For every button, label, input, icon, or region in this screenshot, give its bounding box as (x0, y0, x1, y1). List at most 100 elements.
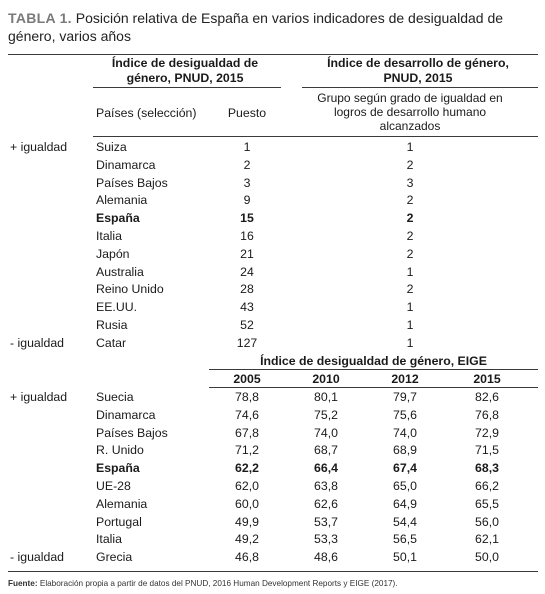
index-value: 78,8 (235, 390, 259, 404)
country-name: Rusia (96, 318, 128, 332)
index-value: 74,0 (314, 425, 338, 440)
country-name: UE-28 (96, 479, 131, 493)
group-value: 1 (406, 264, 414, 279)
source-note: Fuente: Elaboración propia a partir de d… (8, 578, 398, 589)
group-value: 2 (406, 211, 414, 226)
group-value: 2 (406, 157, 414, 172)
group-value: 2 (406, 246, 414, 261)
index-value: 53,3 (314, 532, 338, 547)
rank-value: 24 (240, 264, 254, 279)
col-header-rank: Puesto (227, 106, 267, 120)
index-value: 71,5 (475, 443, 499, 458)
country-name: R. Unido (96, 443, 144, 458)
country-name: Dinamarca (96, 157, 156, 172)
side-label: + igualdad (10, 140, 68, 154)
index-value: 67,4 (393, 461, 417, 476)
index-value: 56,0 (475, 514, 499, 529)
rank-value: 9 (243, 193, 251, 208)
header-eige: Índice de desigualdad de género, EIGE (260, 354, 487, 368)
country-name: Italia (96, 229, 122, 243)
index-value: 64,9 (393, 496, 417, 511)
rank-value: 127 (236, 335, 258, 350)
group-value: 2 (406, 229, 414, 243)
index-value: 74,0 (393, 425, 417, 440)
country-name: EE.UU. (96, 300, 137, 315)
index-value: 65,0 (393, 479, 417, 493)
rank-value: 16 (240, 229, 254, 243)
rank-value: 1 (243, 140, 251, 154)
index-value: 48,6 (314, 550, 338, 565)
col-header-group: Grupo según grado de igualdad en logros … (317, 91, 503, 133)
index-value: 71,2 (235, 443, 259, 458)
index-value: 72,9 (475, 425, 499, 440)
table-number: TABLA 1. (8, 10, 72, 26)
index-value: 53,7 (314, 514, 338, 529)
index-value: 66,4 (314, 461, 338, 476)
side-label: - igualdad (10, 550, 65, 565)
header-undp-gii: Índice de desigualdad de género, PNUD, 2… (111, 56, 259, 85)
rank-value: 15 (240, 211, 254, 226)
group-value: 1 (406, 318, 414, 332)
source-text: Elaboración propia a partir de datos del… (37, 579, 398, 588)
index-value: 46,8 (235, 550, 259, 565)
index-value: 62,2 (235, 461, 259, 476)
index-value: 74,6 (235, 407, 259, 422)
index-value: 68,7 (314, 443, 338, 458)
index-value: 50,1 (393, 550, 417, 565)
index-value: 49,2 (235, 532, 259, 547)
table-title: Posición relativa de España en varios in… (8, 10, 504, 44)
country-name: España (96, 461, 140, 476)
subheader-rule (93, 136, 538, 137)
rank-value: 3 (243, 175, 251, 190)
rank-value: 28 (240, 282, 254, 297)
side-label: + igualdad (10, 390, 68, 404)
eige-years-rule (209, 387, 538, 388)
index-value: 80,1 (314, 390, 338, 404)
country-name: Grecia (96, 550, 133, 565)
side-label: - igualdad (10, 335, 65, 350)
index-value: 68,9 (393, 443, 417, 458)
country-name: Suiza (96, 140, 127, 154)
rank-value: 21 (240, 246, 254, 261)
country-name: Japón (96, 246, 130, 261)
country-name: Reino Unido (96, 282, 164, 297)
country-name: Portugal (96, 514, 142, 529)
table-caption: TABLA 1. Posición relativa de España en … (8, 9, 538, 45)
year-header: 2005 (233, 372, 261, 386)
year-header: 2010 (312, 372, 340, 386)
group-value: 3 (406, 175, 414, 190)
index-value: 49,9 (235, 514, 259, 529)
source-label: Fuente: (8, 579, 38, 588)
eige-header-rule (209, 369, 538, 370)
index-value: 79,7 (393, 390, 417, 404)
index-value: 54,4 (393, 514, 417, 529)
group-value: 1 (406, 300, 414, 315)
country-name: Alemania (96, 193, 148, 208)
index-value: 60,0 (235, 496, 259, 511)
top-rule (8, 54, 538, 55)
country-name: España (96, 211, 140, 226)
header-rule-right (302, 87, 538, 88)
country-name: Australia (96, 264, 144, 279)
bottom-rule (8, 571, 538, 572)
index-value: 68,3 (475, 461, 499, 476)
country-name: Países Bajos (96, 175, 168, 190)
col-header-country: Países (selección) (96, 106, 197, 120)
index-value: 63,8 (314, 479, 338, 493)
index-value: 62,1 (475, 532, 499, 547)
group-value: 1 (406, 140, 414, 154)
index-value: 75,6 (393, 407, 417, 422)
rank-value: 52 (240, 318, 254, 332)
country-name: Alemania (96, 496, 148, 511)
country-name: Dinamarca (96, 407, 156, 422)
index-value: 62,6 (314, 496, 338, 511)
index-value: 75,2 (314, 407, 338, 422)
header-rule-left (93, 87, 281, 88)
index-value: 66,2 (475, 479, 499, 493)
index-value: 50,0 (475, 550, 499, 565)
year-header: 2015 (473, 372, 501, 386)
index-value: 82,6 (475, 390, 499, 404)
country-name: Suecia (96, 390, 134, 404)
index-value: 62,0 (235, 479, 259, 493)
group-value: 2 (406, 193, 414, 208)
